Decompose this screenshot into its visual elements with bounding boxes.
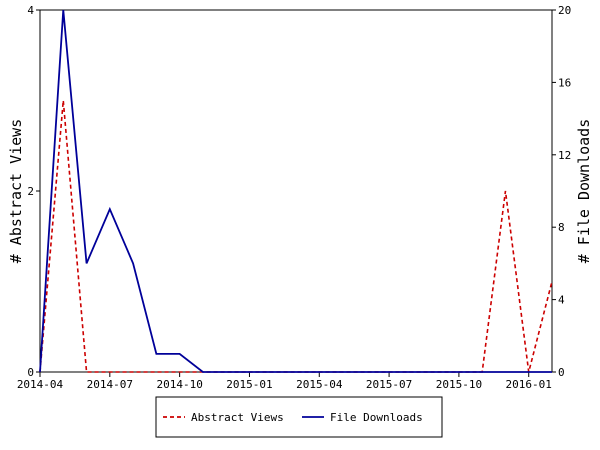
left-tick-label: 4 [27, 4, 34, 17]
series-line-file-downloads [39, 9, 552, 373]
legend-label: Abstract Views [191, 411, 284, 424]
legend-label: File Downloads [330, 411, 423, 424]
right-axis-title: # File Downloads [575, 119, 593, 264]
right-tick-label: 0 [558, 366, 565, 379]
left-tick-label: 2 [27, 185, 34, 198]
left-tick-label: 0 [27, 366, 34, 379]
legend-box [155, 396, 443, 438]
x-tick-label: 2016-01 [506, 378, 552, 391]
x-tick-label: 2014-04 [17, 378, 64, 391]
x-tick-label: 2014-07 [87, 378, 133, 391]
x-tick-label: 2015-10 [436, 378, 482, 391]
right-tick-label: 4 [558, 294, 565, 307]
x-tick-label: 2015-04 [296, 378, 343, 391]
legend: Abstract Views File Downloads [155, 396, 443, 438]
x-tick-label: 2015-01 [226, 378, 272, 391]
right-tick-label: 16 [558, 76, 571, 89]
right-tick-label: 20 [558, 4, 571, 17]
plot-area [39, 9, 553, 373]
right-tick-label: 12 [558, 149, 571, 162]
series-line-abstract-views [39, 100, 553, 373]
right-tick-label: 8 [558, 221, 565, 234]
x-tick-label: 2014-10 [156, 378, 202, 391]
x-tick-label: 2015-07 [366, 378, 412, 391]
left-axis-title: # Abstract Views [7, 119, 25, 264]
